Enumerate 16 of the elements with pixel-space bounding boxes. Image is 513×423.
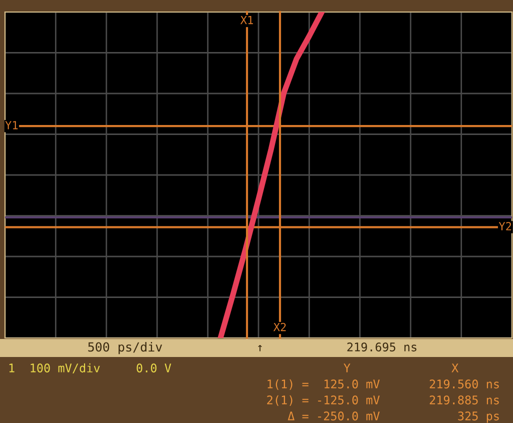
text: 1 100 mV/div 0.0 V xyxy=(9,363,172,374)
text: Δ = -250.0 mV xyxy=(288,412,380,420)
annotation: X2 xyxy=(273,322,286,332)
text: Y xyxy=(344,364,350,372)
text: 219.695 ns xyxy=(347,342,416,352)
text: X xyxy=(452,364,458,372)
annotation: X1 xyxy=(240,16,253,24)
text: ↑ xyxy=(258,344,262,352)
ref-line-label: Y2 xyxy=(498,222,512,230)
text: 2(1) = -125.0 mV xyxy=(267,395,380,406)
x-axis-title: 500 ps/div xyxy=(88,342,162,354)
text: 1(1) = 125.0 mV xyxy=(268,379,380,390)
ref-line-label: Y1 xyxy=(5,121,18,130)
text: 325 ps xyxy=(458,412,499,423)
text: 219.560 ns xyxy=(430,380,499,388)
text: 219.885 ns xyxy=(430,396,499,404)
